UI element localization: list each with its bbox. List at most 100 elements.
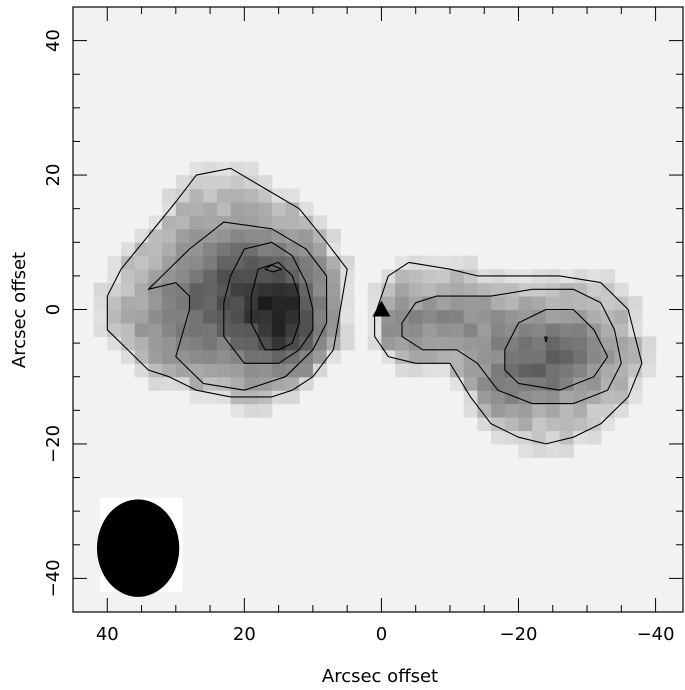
heatmap-pixel [450,322,465,337]
heatmap-pixel [107,269,122,284]
heatmap-pixel [477,363,492,378]
heatmap-pixel [216,376,232,391]
heatmap-pixel [491,282,506,297]
heatmap-pixel [532,336,547,351]
heatmap-pixel [189,282,204,297]
heatmap-pixel [326,322,341,337]
heatmap-pixel [244,403,259,418]
heatmap-pixel [532,403,547,418]
heatmap-pixel [395,349,410,364]
heatmap-pixel [545,309,561,324]
heatmap-pixel [312,255,328,270]
heatmap-pixel [545,443,561,458]
heatmap-pixel [162,282,177,297]
heatmap-pixel [189,309,204,324]
heatmap-pixel [299,363,314,378]
heatmap-pixel [450,269,465,284]
heatmap-pixel [395,309,410,324]
heatmap-pixel [258,363,273,378]
contour-line-level-2 [147,221,328,391]
heatmap-pixel [518,349,533,364]
contour-line-level-4 [250,261,300,351]
heatmap-pixel [491,403,506,418]
heatmap-pixel [203,201,218,216]
heatmap-pixel [271,201,287,216]
heatmap-pixel [285,282,300,297]
heatmap-pixel [545,296,561,311]
heatmap-pixel [573,269,588,284]
heatmap-pixel [367,282,382,297]
heatmap-pixel [326,282,341,297]
heatmap-pixel [532,322,547,337]
heatmap-pixel [477,403,492,418]
heatmap-pixel [285,322,300,337]
heatmap-pixel [203,269,218,284]
x-axis: 40 20 0 −20 −40 [96,7,675,645]
heatmap-pixel [614,282,629,297]
heatmap-pixel [614,390,629,405]
heatmap-pixel [628,322,643,337]
heatmap-pixel [216,228,232,243]
heatmap-pixel [395,282,410,297]
heatmap-pixel [491,322,506,337]
heatmap-pixel [258,175,273,190]
heatmap-pixel [600,363,616,378]
y-tick-label: 0 [43,304,64,315]
heatmap-pixel [532,296,547,311]
heatmap-pixel [559,363,574,378]
heatmap-pixel [189,390,204,405]
heatmap-pixel [203,282,218,297]
heatmap-pixel [450,282,465,297]
heatmap-pixel [271,215,287,230]
heatmap-pixel [203,349,218,364]
heatmap-pixel [148,309,163,324]
y-tick-label: 20 [43,164,64,187]
heatmap-pixel [230,201,245,216]
heatmap-pixel [189,322,204,337]
heatmap-pixel [504,390,520,405]
heatmap-pixel [450,309,465,324]
heatmap-pixel [545,322,561,337]
heatmap-pixel [216,269,232,284]
heatmap-pixel [230,175,245,190]
heatmap-pixel [285,349,300,364]
heatmap-pixel [450,296,465,311]
y-tick-label: 40 [43,29,64,52]
heatmap-pixel [559,443,574,458]
contour-line-level-2 [401,288,622,405]
heatmap-pixel [121,242,136,257]
heatmap-pixel [367,336,382,351]
heatmap-pixel [518,296,533,311]
heatmap-pixel [203,322,218,337]
heatmap-pixel [134,242,149,257]
heatmap-pixel [436,349,451,364]
heatmap-pixel [203,188,218,203]
heatmap-pixel [559,430,574,445]
heatmap-pixel [463,376,478,391]
heatmap-pixel [436,309,451,324]
heatmap-pixel [573,349,588,364]
heatmap-pixel [518,403,533,418]
heatmap-pixel [162,215,177,230]
heatmap-pixel [299,282,314,297]
heatmap-pixel [573,430,588,445]
heatmap-pixel [312,242,328,257]
heatmap-pixel [121,336,136,351]
heatmap-pixel [162,188,177,203]
heatmap-pixel [477,349,492,364]
heatmap-pixel [614,376,629,391]
heatmap-pixel [244,228,259,243]
heatmap-pixel [532,443,547,458]
heatmap-pixel [381,336,396,351]
heatmap-pixel [299,269,314,284]
heatmap-pixel [559,376,574,391]
heatmap-pixel [614,322,629,337]
heatmap-pixel [545,417,561,432]
heatmap-pixel [312,282,328,297]
heatmap-pixel [299,322,314,337]
heatmap-pixel [587,296,602,311]
heatmap-pixel [587,417,602,432]
heatmap-pixel [518,309,533,324]
heatmap-pixel [244,322,259,337]
heatmap-pixel [491,296,506,311]
